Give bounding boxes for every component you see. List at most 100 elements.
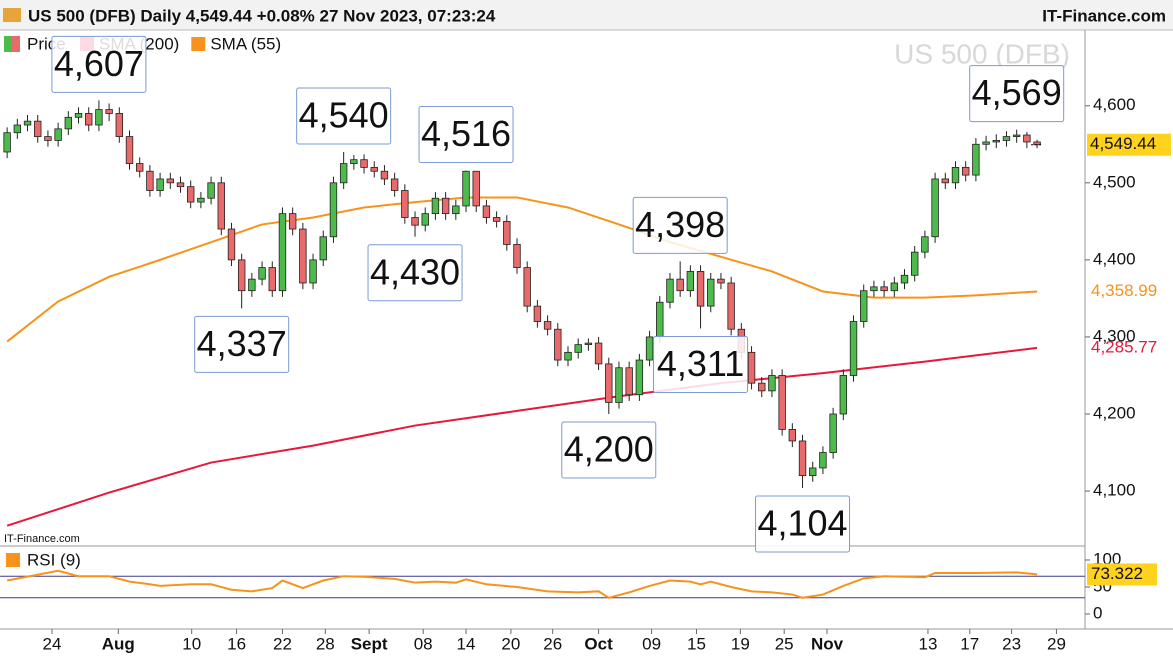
price-tag-bg — [1087, 563, 1157, 586]
candle-body — [431, 197, 440, 215]
x-tick-label: Oct — [584, 634, 613, 653]
price-tag: 4,285.77 — [1091, 337, 1157, 356]
candle-body — [115, 113, 124, 137]
y-tick-label: 4,200 — [1093, 403, 1136, 422]
annotation-label: 4,200 — [564, 429, 654, 470]
candle-body — [798, 440, 807, 477]
candle-body — [533, 305, 542, 322]
annotation-label: 4,607 — [54, 43, 144, 84]
candle-body — [492, 217, 501, 222]
x-tick-label: 13 — [918, 634, 937, 653]
rsi-label: RSI (9) — [27, 550, 81, 569]
legend-swatch-up — [4, 36, 12, 52]
candle-body — [421, 213, 429, 226]
candle-body — [44, 136, 52, 141]
legend-swatch — [6, 553, 20, 567]
candle-body — [360, 159, 368, 168]
legend-swatch-down — [12, 36, 20, 52]
candle-body — [992, 140, 1000, 143]
price-tag: 73.322 — [1091, 564, 1143, 583]
x-tick-label: 16 — [227, 634, 246, 653]
x-tick-label: 19 — [731, 634, 750, 653]
candle-body — [207, 182, 215, 199]
candle-body — [860, 290, 868, 322]
x-tick-label: 20 — [501, 634, 520, 653]
candle-body — [156, 178, 164, 191]
annotation-label: 4,104 — [757, 502, 847, 543]
x-tick-label: Sept — [351, 634, 388, 653]
x-tick-label: 09 — [642, 634, 661, 653]
candle-body — [472, 170, 480, 207]
candle-body — [197, 197, 205, 203]
candle-body — [768, 375, 776, 392]
candle-body — [217, 182, 225, 230]
x-tick-label: Nov — [811, 634, 844, 653]
annotation-label: 4,569 — [972, 72, 1062, 113]
annotation-box — [653, 335, 749, 393]
x-tick-label: 17 — [960, 634, 979, 653]
candle-body — [911, 251, 919, 276]
x-tick-label: 28 — [316, 634, 335, 653]
candle-body — [982, 141, 990, 145]
candle-body — [849, 321, 858, 376]
candle-body — [1023, 134, 1031, 143]
candle-body — [166, 178, 174, 184]
candle-body — [819, 452, 827, 469]
x-tick-label: 22 — [273, 634, 292, 653]
candle-body — [676, 278, 684, 292]
candle-body — [288, 213, 297, 230]
candle-body — [941, 178, 949, 184]
candle-body — [370, 166, 378, 172]
candle-body — [696, 271, 705, 307]
candle-body — [513, 244, 521, 268]
y-tick-label: 4,400 — [1093, 249, 1136, 268]
x-tick-label: 15 — [687, 634, 706, 653]
annotation-box — [561, 421, 657, 479]
rsi-line — [6, 569, 1038, 599]
candle-body — [34, 120, 42, 137]
annotation-label: 4,311 — [657, 343, 744, 384]
candle-body — [482, 205, 491, 218]
annotation-box — [632, 196, 728, 254]
candle-body — [890, 282, 899, 292]
annotation-box — [418, 105, 514, 163]
candle-body — [268, 267, 276, 292]
candle-body — [880, 286, 888, 292]
candle-body — [54, 128, 62, 141]
candle-body — [543, 321, 552, 330]
candle-body — [258, 267, 266, 280]
demo-icon — [3, 8, 21, 22]
candle-body — [227, 228, 236, 261]
candle-body — [278, 213, 287, 292]
annotation-label: 4,430 — [370, 251, 460, 292]
plot-area — [3, 100, 1044, 527]
price-tag: 4,549.44 — [1090, 134, 1156, 153]
candle-body — [605, 363, 613, 403]
candle-body — [574, 344, 582, 353]
candle-body — [615, 367, 623, 403]
candle-body — [74, 113, 83, 118]
x-tick-label: 14 — [457, 634, 476, 653]
annotation-box — [296, 87, 392, 145]
candle-body — [441, 197, 450, 215]
y-tick-label: 4,500 — [1093, 172, 1136, 191]
y-tick-label: 4,300 — [1093, 326, 1136, 345]
footer-source: IT-Finance.com — [4, 533, 80, 545]
candle-body — [931, 178, 939, 238]
candle-body — [758, 382, 766, 392]
candle-body — [829, 413, 837, 453]
candle-body — [339, 163, 348, 184]
candle-body — [594, 342, 603, 365]
candle-body — [961, 166, 970, 176]
candle-body — [186, 186, 195, 203]
candle-body — [778, 375, 786, 430]
annotation-label: 4,540 — [299, 95, 389, 136]
watermark: US 500 (DFB) — [894, 38, 1070, 69]
candle-body — [299, 228, 307, 284]
candle-body — [554, 328, 562, 361]
candle-body — [747, 351, 756, 384]
candle-body — [951, 166, 960, 184]
legend-label: SMA (55) — [210, 34, 281, 53]
header-bar — [0, 0, 1173, 30]
